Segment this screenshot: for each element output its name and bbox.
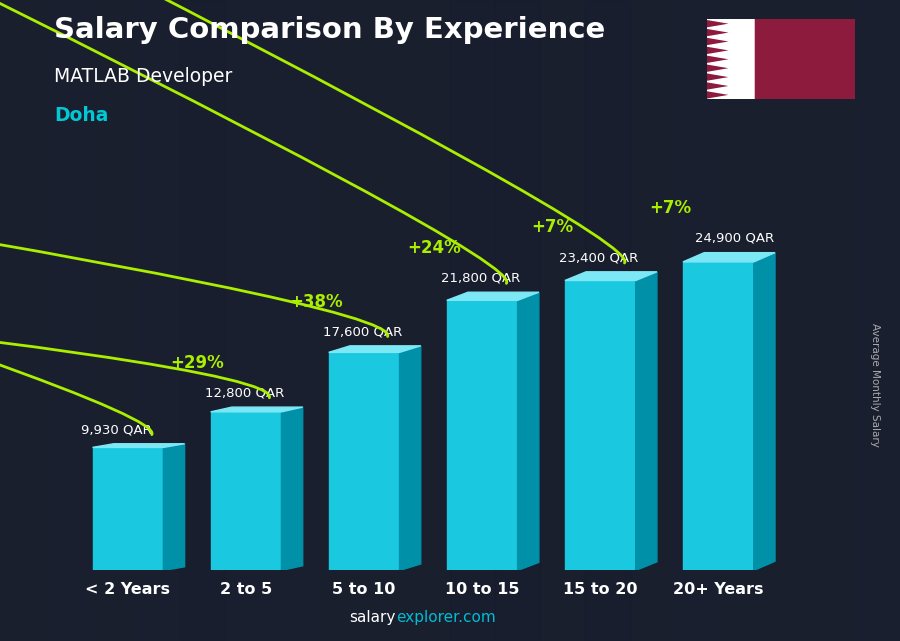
Bar [450,0,495,641]
Bar [565,281,635,570]
Polygon shape [565,272,657,281]
Polygon shape [282,407,302,570]
Text: 23,400 QAR: 23,400 QAR [560,251,639,264]
Polygon shape [706,19,754,99]
Bar [90,0,135,641]
Text: 9,930 QAR: 9,930 QAR [81,423,151,437]
Bar [180,0,225,641]
Bar [270,0,315,641]
Polygon shape [164,444,184,570]
Text: +7%: +7% [649,199,691,217]
Polygon shape [635,272,657,570]
Text: +29%: +29% [171,354,224,372]
Bar [446,301,518,570]
Bar [0,0,45,641]
Bar [211,412,282,570]
Bar [720,0,765,641]
Text: +7%: +7% [531,219,573,237]
Bar [810,0,855,641]
Polygon shape [754,253,775,570]
Polygon shape [683,253,775,262]
Bar [315,0,360,641]
Text: +24%: +24% [407,239,461,257]
Polygon shape [400,346,421,570]
Polygon shape [211,407,302,412]
Text: +38%: +38% [289,292,343,310]
Bar [683,262,754,570]
Bar [45,0,90,641]
Bar [495,0,540,641]
Text: explorer.com: explorer.com [396,610,496,625]
Text: 12,800 QAR: 12,800 QAR [205,387,284,400]
Bar [328,353,400,570]
Bar [855,0,900,641]
Bar [765,0,810,641]
Bar [225,0,270,641]
Bar [405,0,450,641]
Text: Salary Comparison By Experience: Salary Comparison By Experience [54,16,605,44]
Bar [540,0,585,641]
Bar [585,0,630,641]
Text: Doha: Doha [54,106,108,125]
Polygon shape [446,292,539,301]
Bar [93,447,164,570]
Bar [135,0,180,641]
Polygon shape [518,292,539,570]
Polygon shape [93,444,184,447]
Text: MATLAB Developer: MATLAB Developer [54,67,232,87]
Bar [630,0,675,641]
Text: 21,800 QAR: 21,800 QAR [441,272,520,285]
Polygon shape [328,346,421,353]
Text: salary: salary [349,610,396,625]
Text: 24,900 QAR: 24,900 QAR [696,231,774,244]
Text: 17,600 QAR: 17,600 QAR [323,326,402,338]
Text: Average Monthly Salary: Average Monthly Salary [869,322,880,447]
Bar [360,0,405,641]
Bar [675,0,720,641]
